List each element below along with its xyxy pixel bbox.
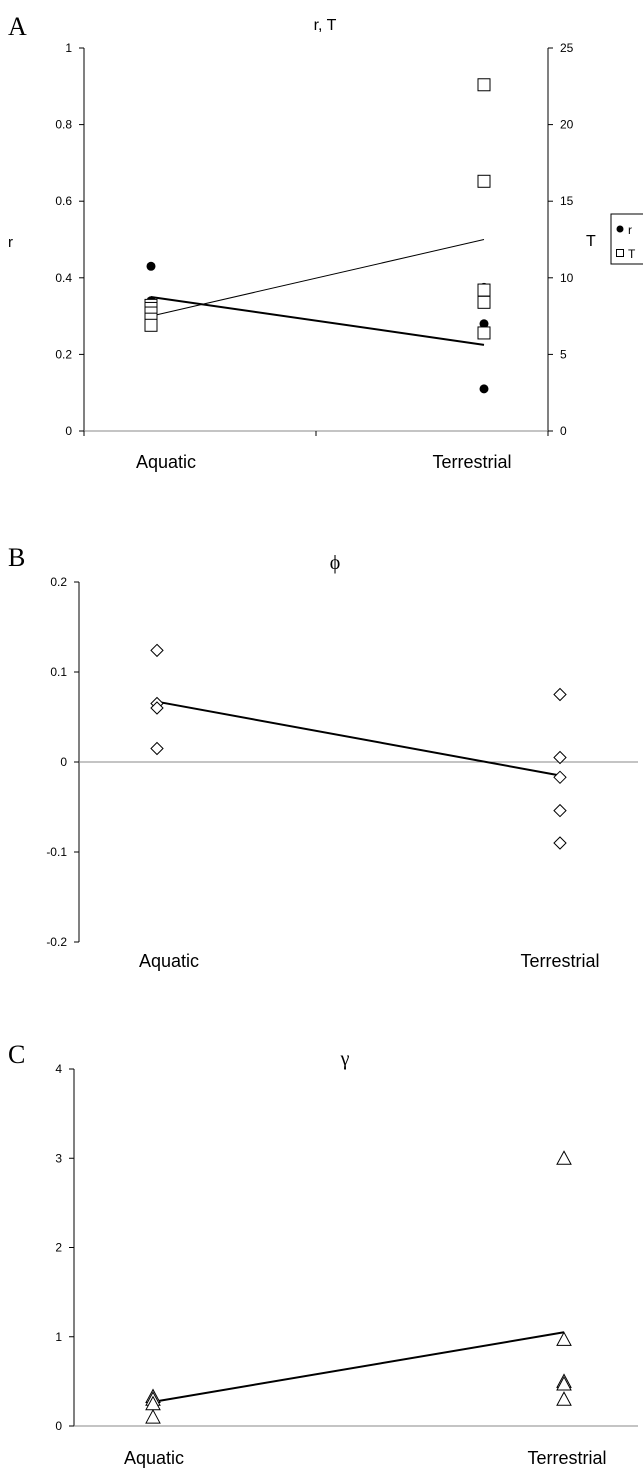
panel-a-left-tick-label: 1 [65, 41, 72, 55]
panel-c-category-terrestrial: Terrestrial [527, 1448, 606, 1468]
data-point [477, 295, 491, 309]
panel-a-marks [144, 78, 491, 394]
data-point [145, 1409, 161, 1424]
mean-line-r [150, 295, 485, 346]
panel-a-y-label-left: r [8, 234, 13, 251]
data-point [553, 803, 567, 818]
data-point [556, 1391, 572, 1406]
legend-marker-t [616, 249, 624, 257]
panel-c-title: γ [340, 1048, 350, 1070]
data-point [477, 283, 491, 297]
mean-line [152, 1331, 565, 1403]
legend-box [610, 213, 643, 265]
mean-line-T [150, 239, 485, 317]
panel-c-tick-label: 2 [55, 1241, 62, 1255]
panel-b-tick-label: 0.1 [50, 665, 67, 679]
panel-a-letter: A [8, 12, 27, 41]
data-point [146, 261, 156, 271]
panel-b-tick-label: 0.2 [50, 575, 67, 589]
panel-c-tick-label: 3 [55, 1151, 62, 1165]
data-point [553, 770, 567, 785]
panel-b-letter: B [8, 543, 25, 572]
panel-b-title: ϕ [330, 552, 341, 574]
panel-a-title: r, T [314, 17, 337, 34]
data-point [477, 326, 491, 340]
legend-label-r: r [628, 223, 632, 237]
panel-a-left-tick-label: 0.4 [55, 271, 72, 285]
panel-a-left-ticks: 0 0.2 0.4 0.6 0.8 1 [55, 41, 84, 438]
panel-a-right-tick-label: 20 [560, 118, 574, 132]
panel-b-marks [150, 643, 567, 850]
data-point [556, 1150, 572, 1165]
panel-a-left-tick-label: 0 [65, 424, 72, 438]
panel-b-y-ticks: -0.2 -0.1 0 0.1 0.2 [46, 575, 79, 949]
mean-line [156, 700, 561, 777]
data-point [479, 384, 489, 394]
panel-a-category-terrestrial: Terrestrial [432, 452, 511, 472]
panel-c-category-aquatic: Aquatic [124, 1448, 184, 1468]
data-point [556, 1375, 572, 1391]
panel-b-tick-label: 0 [60, 755, 67, 769]
panel-b: B ϕ -0.2 -0.1 0 0.1 0.2 Aquatic Terrestrial [8, 543, 638, 971]
panel-a-right-tick-label: 5 [560, 347, 567, 361]
data-point [553, 687, 567, 702]
panel-a-right-tick-label: 10 [560, 271, 574, 285]
panel-a-right-tick-label: 0 [560, 424, 567, 438]
panel-b-category-terrestrial: Terrestrial [520, 951, 599, 971]
panel-a-y-label-right: T [586, 233, 596, 250]
data-point [150, 741, 164, 756]
legend-label-t: T [628, 247, 636, 261]
data-point [144, 318, 158, 332]
panel-c-marks [145, 1150, 572, 1424]
panel-a-left-tick-label: 0.8 [55, 118, 72, 132]
data-point [553, 836, 567, 850]
panel-a: A r, T 0 0.2 0.4 0.6 0.8 1 0 5 10 15 20 25 r T Aqu… [8, 12, 643, 472]
panel-c-y-ticks: 0 1 2 3 4 [55, 1062, 74, 1433]
panel-a-right-tick-label: 15 [560, 194, 574, 208]
panel-c: C γ 0 1 2 3 4 Aquatic Terrestrial [8, 1040, 638, 1468]
panel-c-tick-label: 0 [55, 1419, 62, 1433]
panel-c-tick-label: 4 [55, 1062, 62, 1076]
data-point [556, 1331, 572, 1346]
panel-b-category-aquatic: Aquatic [139, 951, 199, 971]
panel-a-left-tick-label: 0.6 [55, 194, 72, 208]
data-point [479, 319, 489, 329]
panel-a-legend: r T [610, 213, 643, 265]
panel-c-tick-label: 1 [55, 1330, 62, 1344]
data-point [553, 750, 567, 765]
panel-a-category-aquatic: Aquatic [136, 452, 196, 472]
panel-a-left-tick-label: 0.2 [55, 347, 72, 361]
panel-a-right-tick-label: 25 [560, 41, 574, 55]
panel-a-right-ticks: 0 5 10 15 20 25 [548, 41, 574, 438]
panel-b-tick-label: -0.2 [46, 935, 67, 949]
data-point [477, 78, 491, 92]
panel-c-letter: C [8, 1040, 25, 1069]
data-point [150, 701, 164, 715]
data-point [150, 643, 164, 658]
data-point [477, 174, 491, 188]
panel-b-tick-label: -0.1 [46, 845, 67, 859]
legend-marker-r [616, 225, 624, 233]
